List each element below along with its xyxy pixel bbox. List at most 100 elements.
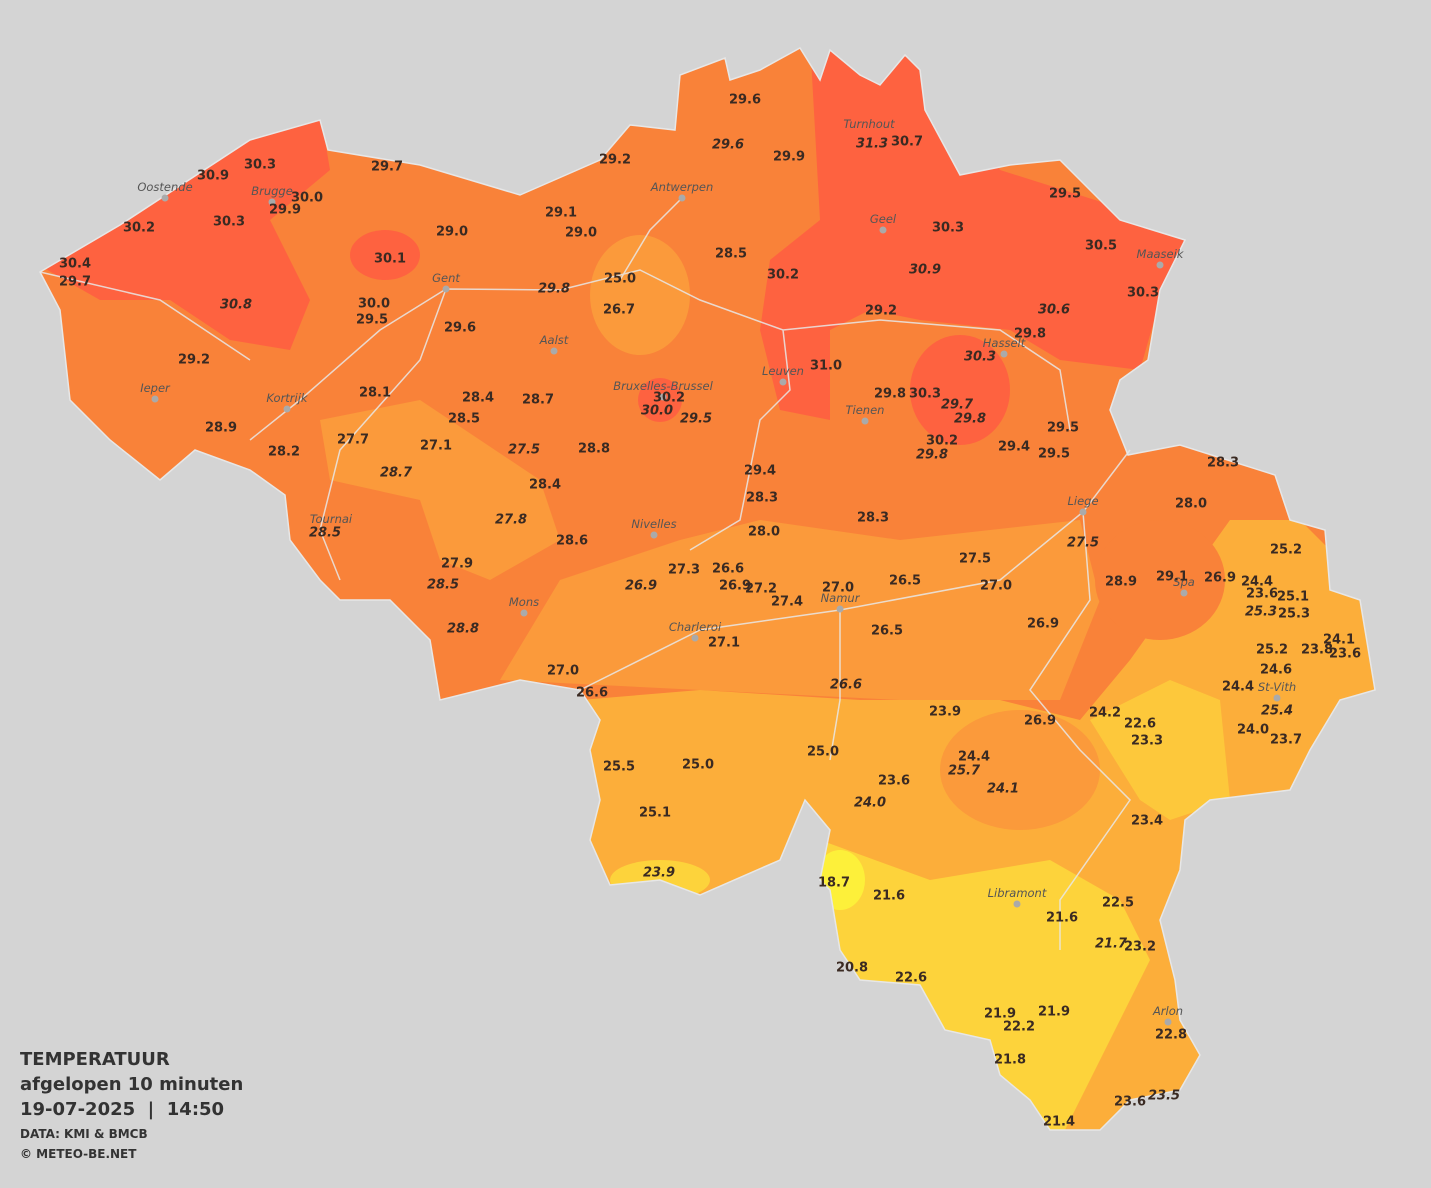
- legend-title: TEMPERATUUR: [20, 1049, 170, 1070]
- temperature-reading: 22.6: [1124, 717, 1156, 732]
- temperature-reading: 26.6: [712, 562, 744, 577]
- temperature-reading: 28.8: [447, 622, 479, 637]
- city-dot: [861, 417, 869, 425]
- temperature-reading: 23.4: [1131, 814, 1163, 829]
- temperature-reading: 27.5: [959, 552, 991, 567]
- city-label: Oostende: [137, 180, 192, 194]
- temperature-reading: 27.1: [708, 636, 740, 651]
- city-dot: [161, 194, 169, 202]
- temperature-reading: 29.7: [941, 398, 974, 413]
- temperature-reading: 27.2: [745, 582, 777, 597]
- temperature-reading: 18.7: [818, 876, 850, 891]
- temperature-reading: 29.8: [1014, 327, 1046, 342]
- city-label: Namur: [821, 591, 861, 605]
- temperature-reading: 30.2: [767, 268, 799, 283]
- temperature-reading: 26.9: [1204, 571, 1236, 586]
- temperature-reading: 23.9: [643, 866, 675, 881]
- temperature-reading: 30.0: [641, 404, 673, 419]
- city-dot: [779, 378, 787, 386]
- temperature-reading: 24.6: [1260, 663, 1292, 678]
- temperature-reading: 27.0: [822, 581, 854, 596]
- temperature-reading: 27.8: [495, 513, 527, 528]
- city-dot: [879, 226, 887, 234]
- temperature-reading: 30.5: [1085, 239, 1117, 254]
- temperature-reading: 25.1: [1277, 590, 1309, 605]
- temperature-reading: 26.5: [889, 574, 921, 589]
- city-dot: [1079, 508, 1087, 516]
- temperature-reading: 22.2: [1003, 1020, 1035, 1035]
- legend: TEMPERATUUR afgelopen 10 minuten 19-07-2…: [20, 1049, 243, 1161]
- temperature-reading: 30.3: [213, 215, 245, 230]
- temperature-reading: 28.4: [462, 391, 494, 406]
- temperature-reading: 25.1: [639, 806, 671, 821]
- temperature-reading: 27.9: [441, 557, 473, 572]
- temperature-reading: 25.0: [807, 745, 839, 760]
- temperature-reading: 26.9: [1027, 617, 1059, 632]
- city-label: Brugge: [251, 184, 293, 198]
- city-dot: [678, 194, 686, 202]
- temperature-reading: 26.5: [871, 624, 903, 639]
- temperature-reading: 25.3: [1278, 607, 1310, 622]
- temperature-reading: 28.5: [448, 412, 480, 427]
- temperature-reading: 30.8: [220, 298, 252, 313]
- temperature-reading: 21.9: [984, 1007, 1016, 1022]
- temperature-reading: 23.3: [1131, 734, 1163, 749]
- temperature-reading: 23.6: [1114, 1095, 1146, 1110]
- city-label: Liege: [1067, 494, 1098, 508]
- temperature-reading: 27.7: [337, 433, 369, 448]
- temperature-reading: 24.4: [1241, 575, 1273, 590]
- city-label: Leuven: [762, 364, 804, 378]
- temperature-reading: 30.3: [1127, 286, 1159, 301]
- temperature-reading: 24.2: [1089, 706, 1121, 721]
- temperature-reading: 30.6: [1038, 303, 1070, 318]
- temperature-reading: 30.4: [59, 257, 91, 272]
- temperature-reading: 28.6: [556, 534, 588, 549]
- temperature-reading: 27.5: [508, 443, 540, 458]
- legend-credit: © METEO-BE.NET: [20, 1147, 137, 1161]
- city-label: Hasselt: [983, 336, 1026, 350]
- temperature-reading: 26.9: [1024, 714, 1056, 729]
- temperature-reading: 21.4: [1043, 1115, 1075, 1130]
- temperature-reading: 23.2: [1124, 940, 1156, 955]
- city-label: Bruxelles-Brussel: [613, 379, 713, 393]
- temperature-reading: 29.7: [59, 275, 91, 290]
- temperature-reading: 27.5: [1067, 536, 1099, 551]
- temperature-reading: 30.2: [123, 221, 155, 236]
- temperature-reading: 30.1: [374, 252, 406, 267]
- temperature-reading: 25.7: [948, 764, 981, 779]
- city-label: Tournai: [310, 512, 353, 526]
- temperature-reading: 28.5: [427, 578, 459, 593]
- city-dot: [520, 609, 528, 617]
- temperature-reading: 21.9: [1038, 1005, 1070, 1020]
- city-label: Arlon: [1152, 1004, 1183, 1018]
- temperature-reading: 21.6: [1046, 911, 1078, 926]
- temperature-reading: 27.4: [771, 595, 803, 610]
- temperature-reading: 28.1: [359, 386, 391, 401]
- city-label: Gent: [432, 271, 460, 285]
- legend-subtitle: afgelopen 10 minuten: [20, 1074, 243, 1095]
- temperature-reading: 25.0: [682, 758, 714, 773]
- city-dot: [550, 347, 558, 355]
- temperature-reading: 28.3: [746, 491, 778, 506]
- temperature-reading: 28.8: [578, 442, 610, 457]
- temperature-reading: 28.0: [748, 525, 780, 540]
- temperature-reading: 29.6: [444, 321, 476, 336]
- temperature-reading: 21.6: [873, 889, 905, 904]
- temperature-reading: 29.1: [545, 206, 577, 221]
- temperature-reading: 23.7: [1270, 733, 1302, 748]
- city-label: Ieper: [140, 381, 171, 395]
- temperature-reading: 30.9: [909, 263, 941, 278]
- temperature-reading: 31.0: [810, 359, 842, 374]
- city-dot: [650, 531, 658, 539]
- temperature-reading: 29.6: [729, 93, 761, 108]
- temperature-reading: 28.7: [380, 466, 413, 481]
- temperature-reading: 29.5: [356, 313, 388, 328]
- temperature-reading: 30.0: [291, 191, 323, 206]
- temperature-reading: 29.8: [954, 412, 986, 427]
- city-dot: [1180, 589, 1188, 597]
- city-label: Maaseik: [1137, 247, 1185, 261]
- temperature-reading: 23.9: [929, 705, 961, 720]
- temperature-reading: 27.0: [980, 579, 1012, 594]
- temperature-reading: 29.8: [916, 448, 948, 463]
